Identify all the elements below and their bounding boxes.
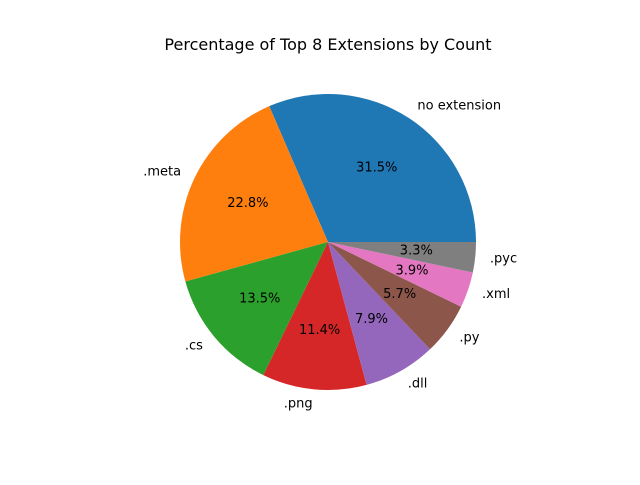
pie-slice-png bbox=[263, 242, 367, 391]
pie-slice-dll bbox=[328, 242, 430, 385]
slice-label-no-extension: no extension bbox=[417, 98, 501, 113]
slice-label-png: .png bbox=[284, 397, 313, 412]
pie-slice-pyc bbox=[328, 242, 477, 273]
pct-label-no-extension: 31.5% bbox=[356, 160, 397, 175]
pie-slice-py bbox=[328, 242, 462, 350]
pie-slices bbox=[180, 93, 477, 391]
slice-label-py: .py bbox=[459, 331, 479, 346]
pie-slice-meta bbox=[180, 106, 328, 282]
slice-label-xml: .xml bbox=[482, 287, 510, 302]
pct-label-xml: 3.9% bbox=[395, 263, 428, 278]
pie-labels: no extension 31.5% .meta 22.8% .cs 13.5% .png 1… bbox=[143, 98, 517, 411]
pct-label-py: 5.7% bbox=[383, 287, 416, 302]
pie-slice-xml bbox=[328, 242, 473, 307]
slice-label-meta: .meta bbox=[143, 164, 181, 179]
pie-slice-no-extension bbox=[269, 93, 476, 243]
slice-label-pyc: .pyc bbox=[490, 251, 517, 266]
pct-label-png: 11.4% bbox=[299, 323, 340, 338]
pct-label-cs: 13.5% bbox=[239, 291, 280, 306]
slice-label-cs: .cs bbox=[185, 339, 203, 354]
pct-label-dll: 7.9% bbox=[355, 312, 388, 327]
pie-slice-cs bbox=[185, 242, 328, 376]
slice-label-dll: .dll bbox=[408, 376, 428, 391]
chart-title: Percentage of Top 8 Extensions by Count bbox=[164, 35, 491, 54]
pct-label-meta: 22.8% bbox=[227, 196, 268, 211]
pct-label-pyc: 3.3% bbox=[400, 244, 433, 259]
